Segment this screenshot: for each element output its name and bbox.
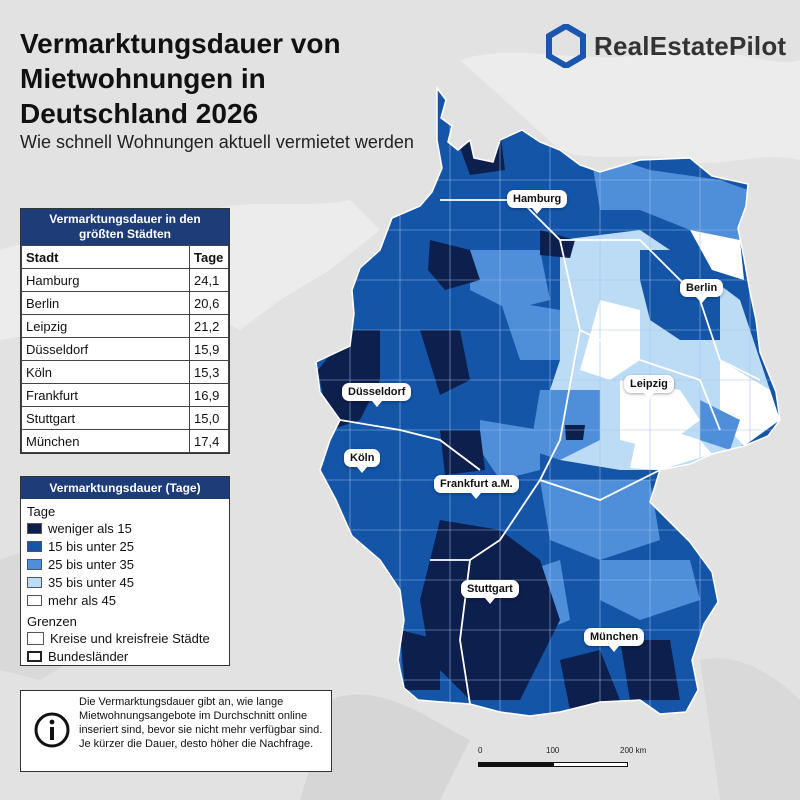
table-row: Köln 15,3 (21, 360, 229, 384)
city-table: Vermarktungsdauer in den größten Städten… (20, 208, 230, 454)
scale-segment-2 (553, 762, 628, 767)
scale-label-0: 0 (478, 746, 483, 755)
legend-title: Vermarktungsdauer (Tage) (21, 477, 229, 499)
legend-swatch (27, 522, 42, 534)
table-cell-days: 24,1 (189, 268, 229, 292)
table-row: Hamburg 24,1 (21, 268, 229, 292)
table-cell-days: 21,2 (189, 314, 229, 338)
table-cell-days: 17,4 (189, 429, 229, 453)
legend-item: weniger als 15 (21, 519, 229, 537)
page-title: Vermarktungsdauer von Mietwohnungen in D… (20, 28, 341, 129)
scale-label-100: 100 (546, 746, 560, 755)
hexagon-logo-icon (546, 24, 586, 68)
table-cell-days: 15,9 (189, 337, 229, 361)
table-cell-city: Frankfurt (21, 383, 190, 407)
info-icon (34, 712, 70, 748)
table-cell-city: Düsseldorf (21, 337, 190, 361)
table-cell-city: Stuttgart (21, 406, 190, 430)
table-cell-days: 16,9 (189, 383, 229, 407)
table-row: Frankfurt 16,9 (21, 383, 229, 407)
legend-label: Kreise und kreisfreie Städte (50, 630, 210, 646)
table-row: Düsseldorf 15,9 (21, 337, 229, 361)
table-header-row: Stadt Tage (21, 245, 229, 269)
city-label-hamburg: Hamburg (507, 190, 568, 214)
table-cell-days: 15,0 (189, 406, 229, 430)
legend-label: Bundesländer (48, 648, 129, 664)
city-label-leipzig: Leipzig (624, 375, 674, 399)
brand-logo: RealEstatePilot (546, 24, 786, 68)
legend-item: mehr als 45 (21, 591, 229, 609)
legend-item: Kreise und kreisfreie Städte (21, 629, 229, 647)
legend-item: 15 bis unter 25 (21, 537, 229, 555)
legend-swatch (27, 594, 42, 606)
legend-item: Bundesländer (21, 647, 229, 665)
table-cell-city: Köln (21, 360, 190, 384)
legend-swatch (27, 540, 42, 552)
scale-bar: 0 100 200 km (478, 746, 650, 770)
legend-label: 25 bis unter 35 (48, 556, 135, 572)
city-label-muenchen: München (584, 628, 645, 652)
legend-section-borders: Grenzen (27, 614, 77, 629)
table-cell-city: Leipzig (21, 314, 190, 338)
scale-label-200: 200 km (620, 746, 647, 755)
table-row: Stuttgart 15,0 (21, 406, 229, 430)
city-label-frankfurt: Frankfurt a.M. (434, 475, 519, 499)
legend-section-classes: Tage (27, 504, 56, 519)
city-label-koeln: Köln (344, 449, 381, 473)
legend-item: 35 bis unter 45 (21, 573, 229, 591)
table-cell-city: Berlin (21, 291, 190, 315)
legend-label: weniger als 15 (48, 520, 132, 536)
legend-swatch (27, 576, 42, 588)
table-row: Leipzig 21,2 (21, 314, 229, 338)
city-label-berlin: Berlin (680, 279, 724, 303)
table-cell-city: Hamburg (21, 268, 190, 292)
legend-swatch (27, 558, 42, 570)
legend-label: 35 bis unter 45 (48, 574, 135, 590)
legend-item: 25 bis unter 35 (21, 555, 229, 573)
legend-label: mehr als 45 (48, 592, 116, 608)
scale-segment-1 (478, 762, 553, 767)
map-legend: Vermarktungsdauer (Tage) Tage weniger al… (20, 476, 230, 666)
table-header-days: Tage (189, 245, 229, 269)
info-box: Die Vermarktungsdauer gibt an, wie lange… (20, 690, 332, 772)
table-cell-days: 15,3 (189, 360, 229, 384)
legend-label: 15 bis unter 25 (48, 538, 135, 554)
table-cell-days: 20,6 (189, 291, 229, 315)
legend-border-swatch (27, 650, 42, 662)
legend-border-swatch (27, 631, 44, 645)
city-table-title: Vermarktungsdauer in den größten Städten (21, 209, 229, 245)
info-text: Die Vermarktungsdauer gibt an, wie lange… (79, 696, 323, 750)
page-subtitle: Wie schnell Wohnungen aktuell vermietet … (20, 132, 414, 152)
city-table-grid: Stadt Tage Hamburg 24,1 Berlin 20,6 Leipzi… (21, 245, 229, 453)
city-label-stuttgart: Stuttgart (461, 580, 519, 604)
table-cell-city: München (21, 429, 190, 453)
table-row: Berlin 20,6 (21, 291, 229, 315)
city-label-duesseldorf: Düsseldorf (342, 383, 412, 407)
table-header-city: Stadt (21, 245, 190, 269)
table-row: München 17,4 (21, 429, 229, 453)
brand-name: RealEstatePilot (594, 30, 787, 61)
